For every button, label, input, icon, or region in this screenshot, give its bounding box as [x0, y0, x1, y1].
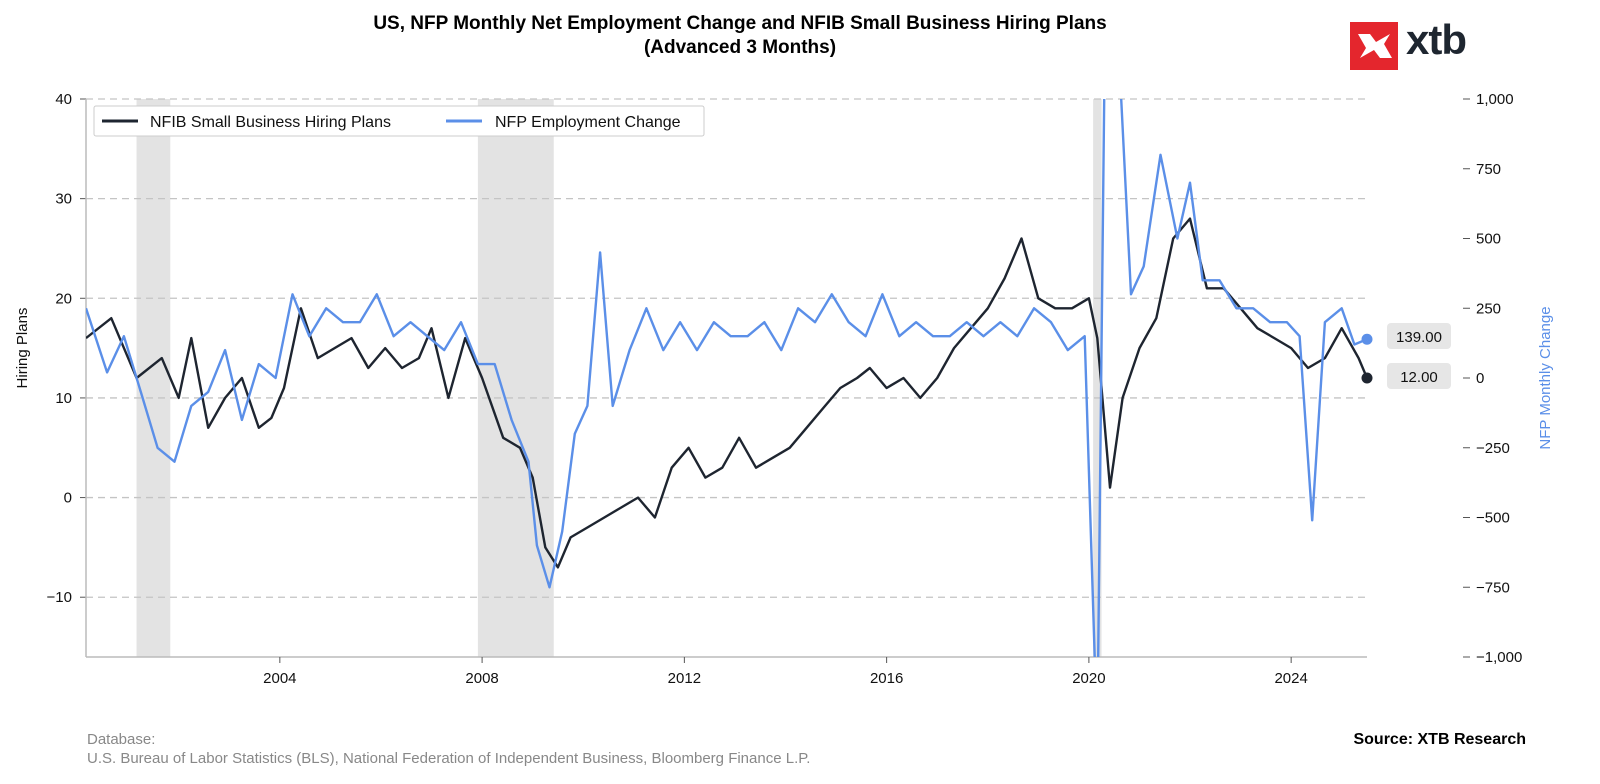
legend: NFIB Small Business Hiring Plans NFP Empl… — [93, 105, 705, 137]
x-tick-label: 2004 — [263, 670, 296, 687]
right-axis-title: NFP Monthly Change — [1537, 306, 1554, 449]
database-sources: U.S. Bureau of Labor Statistics (BLS), N… — [87, 750, 811, 767]
right-tick-label: −250 — [1476, 440, 1510, 457]
last-value-box — [1387, 323, 1451, 349]
xtb-logo: xtb — [1350, 16, 1472, 70]
right-tick-label: −1,000 — [1476, 649, 1522, 666]
x-tick-label: 2008 — [465, 670, 498, 687]
series-line-nfib — [86, 217, 1367, 569]
legend-entry: NFIB Small Business Hiring Plans — [150, 114, 391, 131]
xtb-logo-text: xtb — [1406, 16, 1467, 63]
left-tick-label: 0 — [64, 490, 72, 507]
left-tick-label: 40 — [55, 91, 72, 108]
left-axis-title: Hiring Plans — [14, 308, 31, 389]
right-tick-label: 0 — [1476, 370, 1484, 387]
recession-band — [477, 99, 554, 657]
last-value-label: 12.00 — [1400, 369, 1438, 386]
x-tick-label: 2016 — [870, 670, 903, 687]
right-tick-label: −750 — [1476, 579, 1510, 596]
recession-shading — [136, 99, 1102, 657]
left-tick-label: 20 — [55, 290, 72, 307]
database-label: Database: — [87, 731, 156, 748]
source-note: Source: XTB Research — [1353, 731, 1526, 748]
x-tick-label: 2020 — [1072, 670, 1105, 687]
database-note: Database: U.S. Bureau of Labor Statistic… — [87, 730, 810, 768]
series-lines — [86, 99, 1367, 657]
right-tick-label: 750 — [1476, 161, 1501, 178]
left-tick-label: 30 — [55, 191, 72, 208]
series-line-nfp — [86, 99, 1367, 657]
right-tick-label: 1,000 — [1476, 91, 1514, 108]
last-value-box — [1387, 363, 1451, 389]
last-value-marker — [1361, 372, 1373, 384]
right-tick-label: 250 — [1476, 300, 1501, 317]
recession-band — [136, 99, 171, 657]
right-tick-label: −500 — [1476, 510, 1510, 527]
last-value-marker — [1361, 333, 1373, 345]
left-tick-label: 10 — [55, 390, 72, 407]
x-tick-label: 2012 — [668, 670, 701, 687]
right-tick-label: 500 — [1476, 231, 1501, 248]
chart-title-line2: (Advanced 3 Months) — [643, 37, 837, 58]
recession-band — [1093, 99, 1102, 657]
left-tick-label: −10 — [47, 589, 72, 606]
grid-lines — [86, 98, 1367, 598]
xtb-logo-mark — [1350, 22, 1398, 70]
x-tick-label: 2024 — [1274, 670, 1307, 687]
legend-entry: NFP Employment Change — [495, 114, 681, 131]
value-labels: 12.00 139.00 — [1361, 323, 1451, 389]
chart-title: US, NFP Monthly Net Employment Change an… — [180, 12, 1300, 60]
chart-title-line1: US, NFP Monthly Net Employment Change an… — [373, 13, 1107, 34]
axes: −10 0 10 20 30 40 −1,000 −750 −500 −250 0 250 500 750… — [14, 91, 1554, 687]
legend-box — [93, 105, 705, 137]
last-value-label: 139.00 — [1396, 329, 1442, 346]
